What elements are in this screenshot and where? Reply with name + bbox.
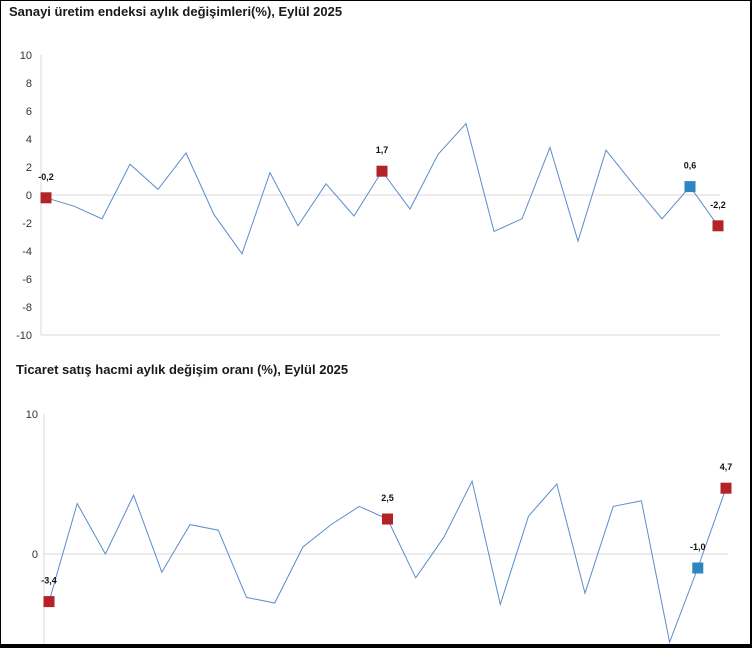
series-line-1: [48, 479, 727, 644]
data-label: 2,5: [381, 493, 394, 503]
y-tick-label: -2: [22, 218, 32, 230]
y-tick-label: -10: [16, 330, 32, 342]
highlight-marker: [376, 165, 388, 177]
data-label: -2,2: [710, 200, 726, 210]
y-tick-label: 10: [20, 50, 32, 62]
highlight-marker: [720, 482, 732, 494]
y-tick-label: -8: [22, 302, 32, 314]
y-tick-label: 0: [26, 190, 32, 202]
y-tick-label: 2: [26, 162, 32, 174]
y-tick-label: 4: [26, 134, 32, 146]
data-label: 0,6: [684, 161, 697, 171]
highlight-marker: [40, 192, 52, 204]
y-tick-label: 6: [26, 106, 32, 118]
y-tick-label: -4: [22, 246, 32, 258]
y-tick-label: 8: [26, 78, 32, 90]
series-line-0: [45, 122, 719, 255]
data-label: 4,7: [720, 462, 733, 472]
data-label: -0,2: [38, 172, 54, 182]
highlight-marker: [382, 513, 393, 525]
highlight-marker: [692, 562, 704, 574]
y-tick-label: -6: [22, 274, 32, 286]
chart-title-trade-sales: Ticaret satış hacmi aylık değişim oranı …: [16, 362, 349, 377]
highlight-marker: [712, 220, 724, 232]
chart-title-industrial-production: Sanayi üretim endeksi aylık değişimleri(…: [9, 4, 343, 19]
data-label: -3,4: [41, 576, 57, 586]
highlight-marker: [684, 181, 696, 193]
y-tick-label: 0: [32, 549, 38, 561]
data-label: -1,0: [690, 542, 706, 552]
y-tick-label: 10: [26, 409, 38, 421]
data-label: 1,7: [376, 145, 389, 155]
highlight-marker: [43, 596, 55, 608]
